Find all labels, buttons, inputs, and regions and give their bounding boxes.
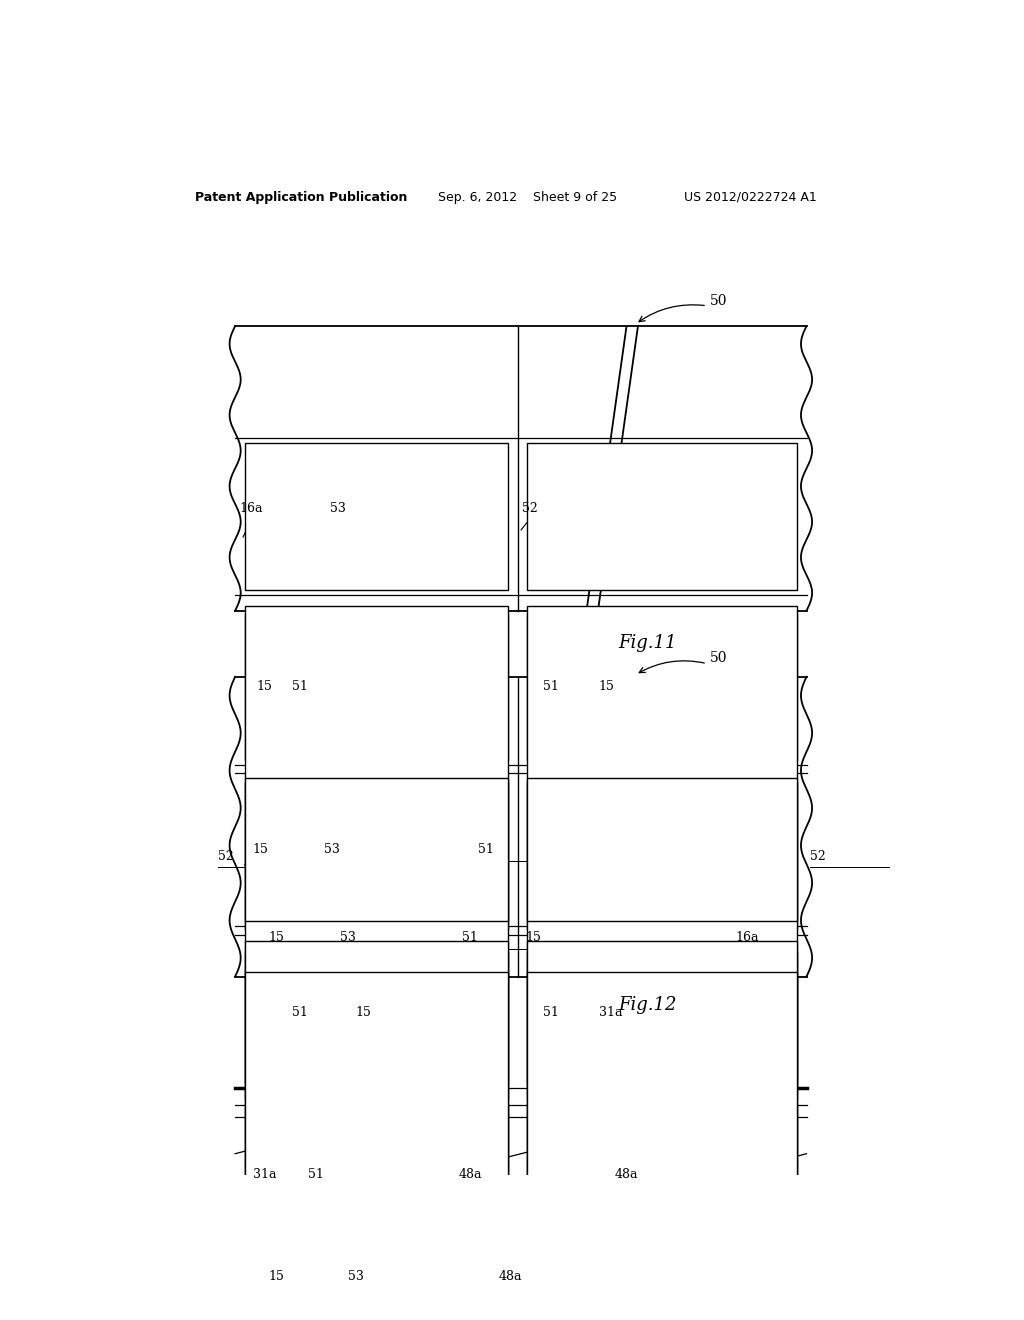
Text: Sep. 6, 2012: Sep. 6, 2012: [437, 190, 517, 203]
Text: 15: 15: [599, 850, 614, 863]
Text: 51: 51: [292, 1006, 308, 1019]
Bar: [245, 612, 509, 760]
Text: 15: 15: [257, 850, 272, 863]
Text: 15: 15: [599, 680, 614, 693]
Text: 53: 53: [331, 502, 346, 515]
Text: 50: 50: [710, 293, 727, 308]
Text: 31a: 31a: [599, 1006, 623, 1019]
Text: 51: 51: [544, 680, 559, 693]
Text: 53: 53: [348, 1270, 364, 1283]
Text: 52: 52: [811, 850, 826, 863]
Text: 15: 15: [268, 1270, 285, 1283]
Bar: [245, 952, 509, 1100]
Text: Fig.11: Fig.11: [617, 634, 677, 652]
Bar: [245, 783, 509, 929]
Bar: [527, 1266, 797, 1320]
Bar: [245, 1266, 509, 1320]
Text: 15: 15: [257, 680, 272, 693]
Text: 50: 50: [710, 652, 727, 665]
Text: 51: 51: [478, 843, 495, 857]
Text: US 2012/0222724 A1: US 2012/0222724 A1: [684, 190, 816, 203]
Bar: [245, 941, 509, 1084]
Bar: [527, 444, 797, 590]
Text: Fig.12: Fig.12: [617, 997, 677, 1014]
Text: 15: 15: [355, 1006, 372, 1019]
Bar: [527, 972, 797, 1320]
Text: 53: 53: [324, 843, 340, 857]
Text: 52: 52: [522, 502, 538, 515]
Bar: [527, 941, 797, 1084]
Text: 15: 15: [526, 931, 542, 944]
Text: 48a: 48a: [498, 1270, 521, 1283]
Text: 51: 51: [292, 850, 308, 863]
Text: Patent Application Publication: Patent Application Publication: [196, 190, 408, 203]
Text: 48a: 48a: [614, 1168, 638, 1181]
Text: 51: 51: [292, 680, 308, 693]
Text: Sheet 9 of 25: Sheet 9 of 25: [532, 190, 616, 203]
Text: 51: 51: [544, 850, 559, 863]
Text: 16a: 16a: [240, 502, 262, 515]
Bar: [527, 612, 797, 760]
Text: 16a: 16a: [735, 931, 759, 944]
Text: 48a: 48a: [459, 1168, 482, 1181]
Bar: [527, 783, 797, 929]
Bar: [245, 779, 509, 921]
Bar: [527, 1104, 797, 1246]
Bar: [527, 779, 797, 921]
Text: 53: 53: [340, 931, 355, 944]
Text: 51: 51: [544, 1006, 559, 1019]
Text: 51: 51: [308, 1168, 324, 1181]
Text: 51: 51: [360, 1019, 377, 1032]
Text: 51: 51: [463, 931, 478, 944]
Text: 52: 52: [218, 850, 233, 863]
Text: 15: 15: [253, 843, 268, 857]
Bar: [245, 972, 509, 1320]
Bar: [527, 952, 797, 1100]
Bar: [245, 606, 509, 1270]
Text: 31a: 31a: [253, 1168, 276, 1181]
Bar: [527, 606, 797, 1270]
Text: 15: 15: [268, 931, 285, 944]
Bar: [245, 1104, 509, 1246]
Bar: [245, 444, 509, 590]
